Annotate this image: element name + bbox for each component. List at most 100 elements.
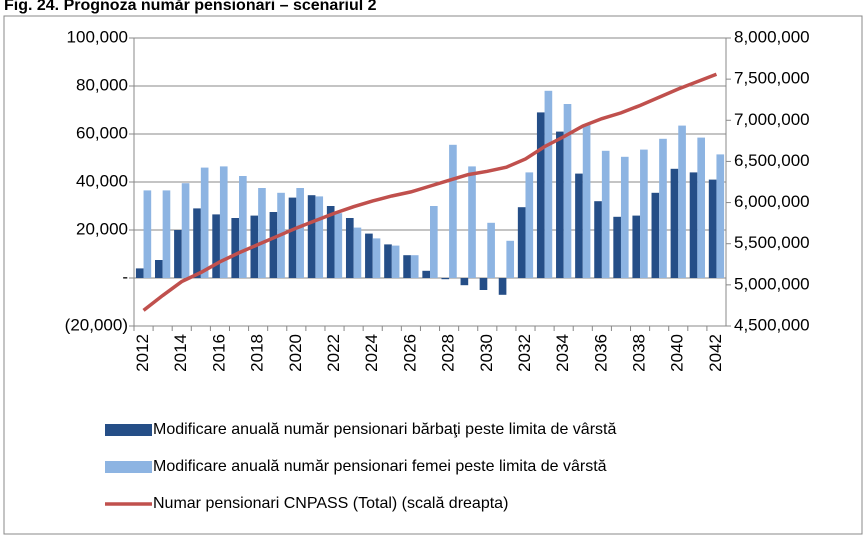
x-tick-label: 2014 (171, 334, 190, 372)
y-tick-label: 40,000 (76, 171, 128, 190)
bar (135, 268, 144, 278)
bar (651, 192, 660, 278)
bar (544, 90, 553, 278)
y-tick-label: (20,000) (65, 315, 128, 334)
bar (582, 124, 591, 279)
line (142, 72, 718, 312)
bar (517, 207, 526, 278)
bar (258, 188, 266, 278)
x-tick-label: 2028 (439, 334, 458, 372)
bar (632, 215, 641, 278)
y2-tick-label: 5,000,000 (734, 274, 810, 293)
bar (200, 167, 209, 278)
legend-key (105, 424, 152, 436)
bar (620, 156, 629, 278)
bar (174, 230, 182, 278)
bar (219, 166, 228, 278)
x-tick-label: 2040 (668, 334, 687, 372)
bar (594, 201, 602, 278)
bar (162, 190, 171, 278)
bar (678, 125, 686, 278)
bar (460, 278, 469, 286)
bar (613, 216, 621, 278)
bar (670, 168, 679, 278)
bar (372, 238, 381, 278)
bar (288, 197, 297, 278)
y-tick-label: - (122, 267, 128, 286)
bar (345, 218, 354, 278)
bar (536, 112, 545, 279)
y2-tick-label: 6,000,000 (734, 192, 810, 211)
bar (575, 173, 583, 278)
y2-tick-label: 4,500,000 (734, 315, 810, 334)
x-tick-label: 2022 (324, 334, 343, 372)
x-tick-label: 2012 (133, 334, 152, 372)
bar (563, 104, 572, 278)
bar (353, 227, 362, 278)
bar (601, 150, 610, 278)
bar (640, 149, 648, 278)
chart-title: Fig. 24. Prognoza număr pensionari – sce… (4, 0, 377, 14)
y2-tick-label: 6,500,000 (734, 151, 810, 170)
x-tick-label: 2036 (591, 334, 610, 372)
bar (487, 222, 495, 278)
bar (708, 179, 717, 278)
x-tick-label: 2018 (248, 334, 267, 372)
bar (212, 214, 220, 278)
bar (296, 188, 304, 278)
bar (307, 195, 316, 278)
bar (403, 255, 411, 278)
bar (430, 206, 438, 278)
bar (391, 245, 400, 278)
bar (479, 278, 488, 290)
y-tick-label: 20,000 (76, 219, 128, 238)
bar (269, 212, 278, 278)
legend-key (105, 461, 152, 473)
bar (365, 233, 373, 278)
x-tick-label: 2034 (553, 334, 572, 372)
y2-tick-label: 7,500,000 (734, 69, 810, 88)
bar (326, 206, 335, 278)
bar (556, 131, 564, 278)
bar (155, 260, 163, 278)
bar (716, 154, 725, 278)
bar (384, 244, 392, 278)
bar (659, 138, 667, 278)
bar (315, 196, 324, 278)
x-tick-label: 2016 (209, 334, 228, 372)
x-tick-label: 2024 (362, 334, 381, 372)
y2-tick-label: 7,000,000 (734, 110, 810, 129)
legend-label: Modificare anuală număr pensionari bărba… (153, 421, 616, 438)
bar (422, 270, 430, 278)
bar (689, 172, 698, 278)
y-tick-label: 100,000 (67, 27, 128, 46)
y2-tick-label: 8,000,000 (734, 27, 810, 46)
bar (231, 218, 240, 278)
bar (193, 208, 201, 278)
x-tick-label: 2032 (515, 334, 534, 372)
x-tick-label: 2038 (630, 334, 649, 372)
bar (334, 213, 343, 278)
x-tick-label: 2026 (400, 334, 419, 372)
y2-tick-label: 5,500,000 (734, 233, 810, 252)
y-tick-label: 60,000 (76, 123, 128, 142)
bar (239, 176, 247, 278)
bar (181, 183, 190, 278)
x-tick-label: 2030 (477, 334, 496, 372)
x-tick-label: 2020 (286, 334, 305, 372)
bar (468, 166, 476, 278)
legend-label: Numar pensionari CNPASS (Total) (scală d… (153, 495, 508, 512)
bar (498, 278, 507, 295)
legend-label: Modificare anuală număr pensionari femei… (153, 458, 607, 475)
x-tick-label: 2042 (706, 334, 725, 372)
bar (410, 255, 419, 278)
y-tick-label: 80,000 (76, 75, 128, 94)
bar (441, 278, 450, 280)
bar (449, 144, 457, 278)
bar (697, 137, 705, 278)
bar (506, 240, 515, 278)
bar (143, 190, 152, 278)
bar (525, 172, 534, 278)
